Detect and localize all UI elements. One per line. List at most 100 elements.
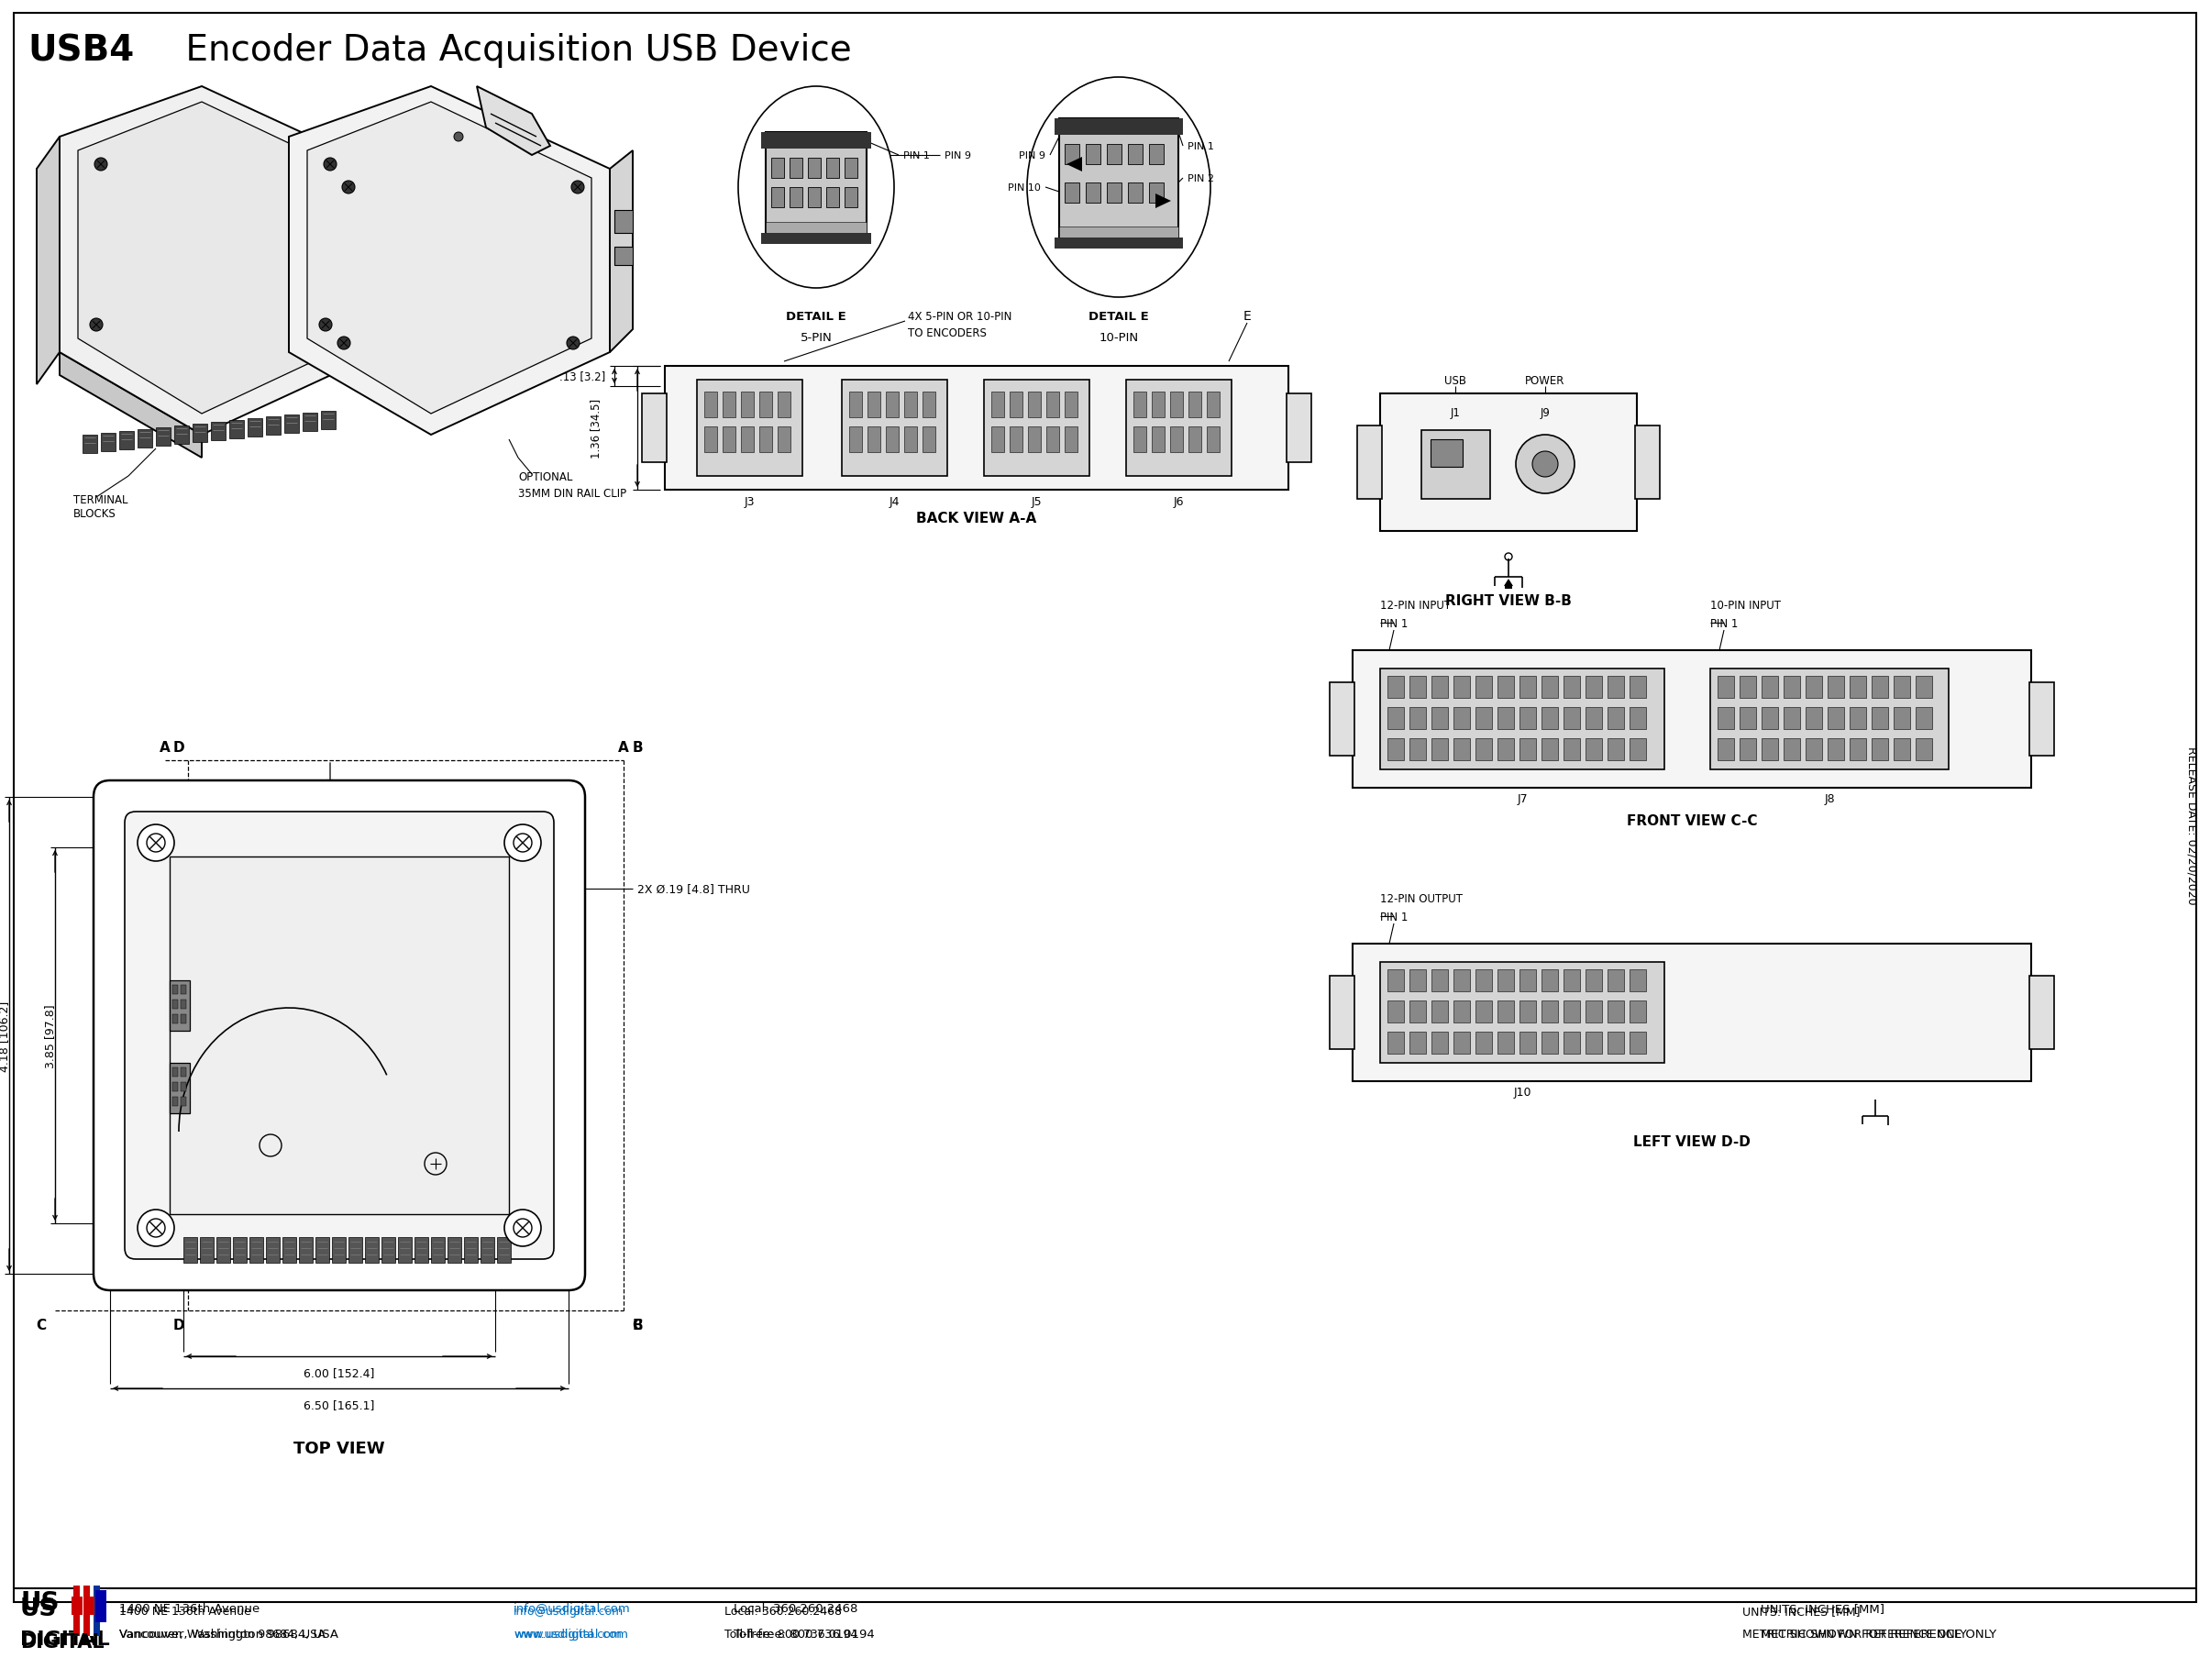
- Bar: [705, 427, 716, 454]
- Text: 4.18 [106.2]: 4.18 [106.2]: [0, 1000, 11, 1072]
- Bar: [1028, 427, 1041, 454]
- Text: 3.85 [97.8]: 3.85 [97.8]: [44, 1003, 57, 1067]
- Bar: [1330, 976, 1355, 1050]
- Bar: [705, 391, 716, 418]
- Bar: [73, 1586, 80, 1636]
- Text: PIN 1: PIN 1: [1711, 617, 1737, 630]
- Bar: [1543, 1001, 1558, 1023]
- Circle shape: [95, 158, 108, 171]
- Bar: [922, 391, 935, 418]
- Bar: [740, 391, 754, 418]
- Text: J10: J10: [1514, 1087, 1532, 1099]
- Circle shape: [343, 181, 356, 195]
- Bar: [1410, 1032, 1425, 1053]
- Text: info@usdigital.com: info@usdigital.com: [513, 1603, 630, 1614]
- Bar: [1410, 707, 1425, 729]
- Circle shape: [338, 338, 351, 349]
- Bar: [1585, 677, 1602, 699]
- Bar: [181, 1000, 186, 1010]
- Text: RIGHT VIEW B-B: RIGHT VIEW B-B: [1445, 593, 1571, 606]
- Bar: [1454, 969, 1470, 991]
- Bar: [886, 427, 899, 454]
- Bar: [1388, 707, 1403, 729]
- Text: D: D: [172, 1317, 186, 1331]
- Text: UNITS: INCHES [MM]: UNITS: INCHES [MM]: [1741, 1606, 1861, 1618]
- Bar: [771, 158, 785, 178]
- Bar: [1585, 1032, 1602, 1053]
- Bar: [398, 1236, 411, 1263]
- Polygon shape: [1503, 580, 1514, 586]
- Text: Vancouver, Washington 98684, USA: Vancouver, Washington 98684, USA: [119, 1628, 338, 1640]
- Bar: [172, 1082, 177, 1092]
- Bar: [1357, 427, 1381, 499]
- Bar: [809, 188, 820, 208]
- Bar: [1806, 739, 1821, 761]
- Text: info@usdigital.com: info@usdigital.com: [513, 1606, 623, 1618]
- Bar: [869, 391, 880, 418]
- Text: PIN 1: PIN 1: [1187, 143, 1213, 151]
- Bar: [232, 1236, 248, 1263]
- Bar: [1388, 969, 1403, 991]
- Bar: [84, 1586, 91, 1636]
- Bar: [1872, 707, 1887, 729]
- Bar: [1476, 1001, 1492, 1023]
- Bar: [1520, 969, 1536, 991]
- Bar: [1520, 1001, 1536, 1023]
- Bar: [1085, 144, 1101, 165]
- Bar: [696, 380, 802, 477]
- Bar: [771, 188, 785, 208]
- Bar: [827, 158, 840, 178]
- Bar: [1454, 707, 1470, 729]
- Bar: [778, 427, 791, 454]
- Bar: [778, 391, 791, 418]
- Bar: [1629, 969, 1646, 991]
- Text: 10-PIN INPUT: 10-PIN INPUT: [1711, 600, 1781, 612]
- Bar: [1065, 427, 1078, 454]
- Bar: [765, 223, 866, 234]
- Bar: [1432, 707, 1448, 729]
- Bar: [1410, 1001, 1425, 1023]
- Bar: [1783, 707, 1801, 729]
- Bar: [844, 188, 857, 208]
- Bar: [614, 210, 632, 234]
- Bar: [1806, 677, 1821, 699]
- Bar: [265, 417, 281, 435]
- Bar: [1498, 739, 1514, 761]
- Text: 6.50 [165.1]: 6.50 [165.1]: [303, 1399, 376, 1411]
- Polygon shape: [77, 102, 362, 415]
- Bar: [1520, 677, 1536, 699]
- Bar: [1207, 427, 1220, 454]
- Text: OPTIONAL: OPTIONAL: [517, 470, 572, 482]
- Bar: [1134, 427, 1147, 454]
- Bar: [181, 1097, 186, 1105]
- Bar: [760, 391, 771, 418]
- Bar: [181, 1082, 186, 1092]
- Text: FRONT VIEW C-C: FRONT VIEW C-C: [1627, 813, 1757, 827]
- Text: BLOCKS: BLOCKS: [73, 507, 117, 519]
- Bar: [1543, 707, 1558, 729]
- Bar: [1562, 677, 1580, 699]
- Bar: [320, 412, 336, 430]
- Bar: [869, 427, 880, 454]
- Bar: [1127, 380, 1231, 477]
- Bar: [1850, 739, 1865, 761]
- Bar: [1410, 969, 1425, 991]
- Text: DIGITAL: DIGITAL: [20, 1630, 110, 1648]
- Text: Encoder Data Acquisition USB Device: Encoder Data Acquisition USB Device: [175, 34, 851, 67]
- Bar: [1543, 739, 1558, 761]
- Bar: [1761, 707, 1779, 729]
- Text: J8: J8: [1823, 793, 1834, 805]
- Bar: [1850, 677, 1865, 699]
- Bar: [1498, 707, 1514, 729]
- Bar: [1432, 1001, 1448, 1023]
- Bar: [1432, 739, 1448, 761]
- Bar: [1562, 1001, 1580, 1023]
- Bar: [760, 133, 871, 150]
- Text: 5-PIN: 5-PIN: [800, 331, 833, 343]
- Bar: [497, 1236, 511, 1263]
- Bar: [1388, 1032, 1403, 1053]
- Bar: [1607, 739, 1624, 761]
- Bar: [303, 413, 318, 432]
- Bar: [332, 1236, 345, 1263]
- Bar: [1543, 969, 1558, 991]
